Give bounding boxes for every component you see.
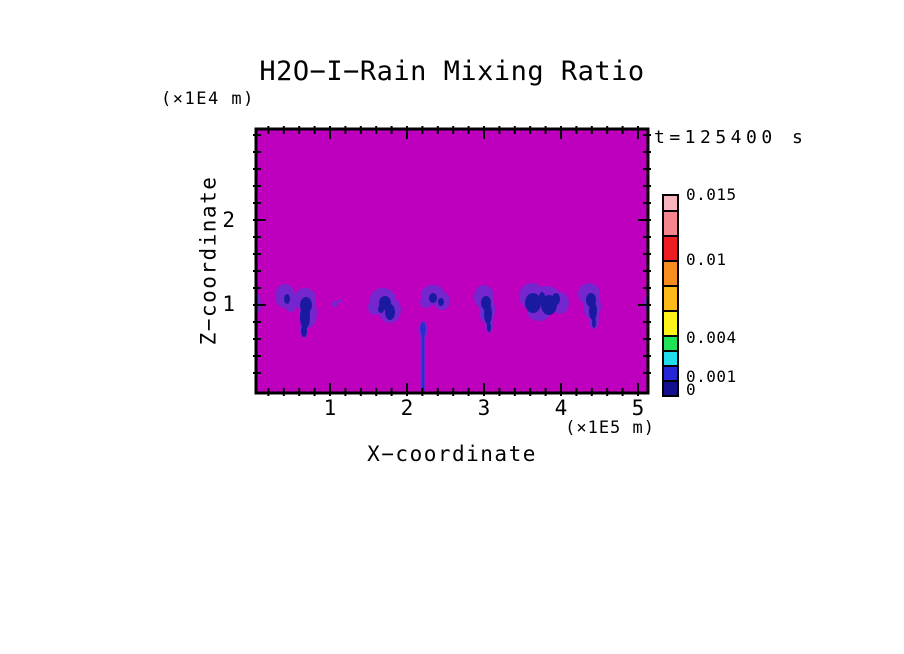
z-axis-title: Z−coordinate <box>196 175 221 346</box>
colorbar-segment <box>662 350 679 367</box>
colorbar-segment <box>662 210 679 237</box>
colorbar-segment <box>662 285 679 312</box>
colorbar-segment <box>662 365 679 382</box>
z-axis-unit-label: (×1E4 m) <box>161 89 255 109</box>
colorbar-segment <box>662 194 679 212</box>
colorbar-segment <box>662 260 679 287</box>
x-tick-label-1: 1 <box>323 396 337 420</box>
timestamp-label: t=125400 s <box>654 127 808 148</box>
plot-frame <box>254 127 650 395</box>
colorbar-segment <box>662 335 679 352</box>
x-tick-label-4: 4 <box>554 396 568 420</box>
x-tick-label-2: 2 <box>400 396 414 420</box>
z-tick-label-1: 1 <box>222 292 235 316</box>
colorbar-label-0: 0 <box>686 380 697 399</box>
colorbar <box>662 194 679 397</box>
colorbar-segment <box>662 310 679 337</box>
chart-title: H2O−I−Rain Mixing Ratio <box>259 56 645 87</box>
colorbar-label-0004: 0.004 <box>686 328 737 347</box>
colorbar-label-001: 0.01 <box>686 250 727 269</box>
plot-area <box>256 129 648 393</box>
x-tick-label-3: 3 <box>477 396 491 420</box>
colorbar-segment <box>662 235 679 262</box>
colorbar-label-0001: 0.001 <box>686 367 737 386</box>
z-tick-label-2: 2 <box>222 208 235 232</box>
colorbar-segment <box>662 380 679 397</box>
x-axis-title: X−coordinate <box>367 442 537 466</box>
colorbar-label-0015: 0.015 <box>686 185 737 204</box>
x-tick-label-5: 5 <box>631 396 645 420</box>
x-axis-unit-label: (×1E5 m) <box>565 418 655 438</box>
rain-cells <box>256 283 648 391</box>
